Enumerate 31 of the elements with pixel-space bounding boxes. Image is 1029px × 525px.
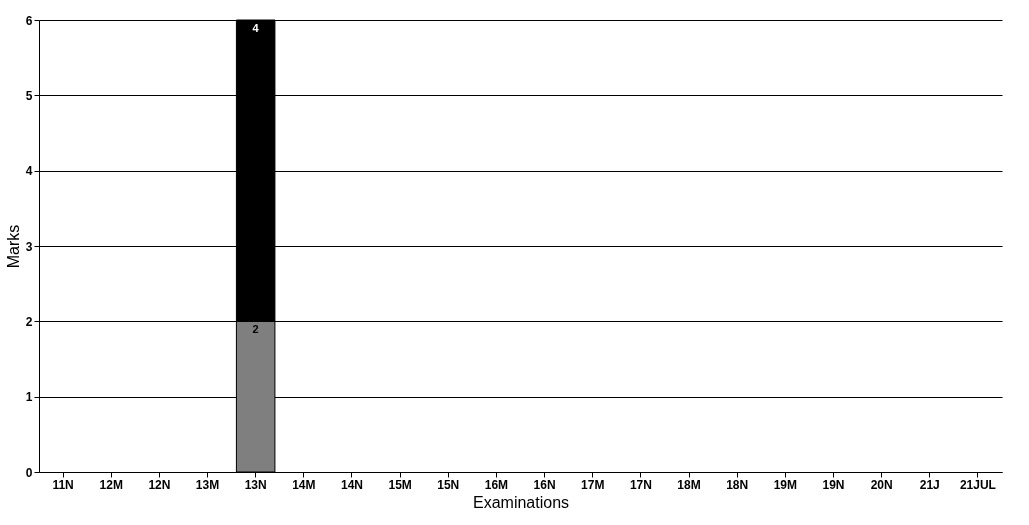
x-tick-label: 12N [148, 477, 171, 492]
x-tick-label: 14M [292, 477, 316, 492]
x-tick-label: 13N [244, 477, 267, 492]
y-tick-label: 4 [25, 164, 33, 179]
x-tick-label: 18M [677, 477, 701, 492]
data-label: 2 [252, 323, 259, 336]
x-tick-label: 18N [726, 477, 749, 492]
y-tick-label: 2 [25, 314, 33, 329]
x-tick-label: 19M [773, 477, 797, 492]
x-tick-label: 13M [195, 477, 220, 492]
x-tick-label: 21JUL [959, 477, 996, 492]
x-tick-label: 11N [52, 477, 74, 492]
x-tick-label: 14N [340, 477, 363, 492]
y-tick-label: 3 [25, 239, 33, 254]
x-tick-label: 17M [581, 477, 605, 492]
y-tick-label: 6 [25, 13, 33, 28]
x-tick-label: 15N [437, 477, 460, 492]
y-axis-title: Marks [4, 224, 22, 269]
x-tick-label: 21J [919, 477, 940, 492]
x-tick-label: 17N [629, 477, 652, 492]
y-tick-label: 0 [25, 465, 33, 480]
x-tick-label: 19N [822, 477, 845, 492]
data-label: 4 [252, 22, 260, 34]
x-axis-title: Examinations [472, 493, 570, 511]
y-tick-label: 5 [25, 88, 33, 103]
x-tick-label: 16N [533, 477, 556, 492]
x-tick-label: 16M [484, 477, 509, 492]
x-tick-label: 15M [388, 477, 412, 492]
x-tick-label: 20N [870, 477, 893, 492]
x-tick-label: 12M [99, 477, 123, 492]
y-tick-label: 1 [25, 390, 33, 405]
